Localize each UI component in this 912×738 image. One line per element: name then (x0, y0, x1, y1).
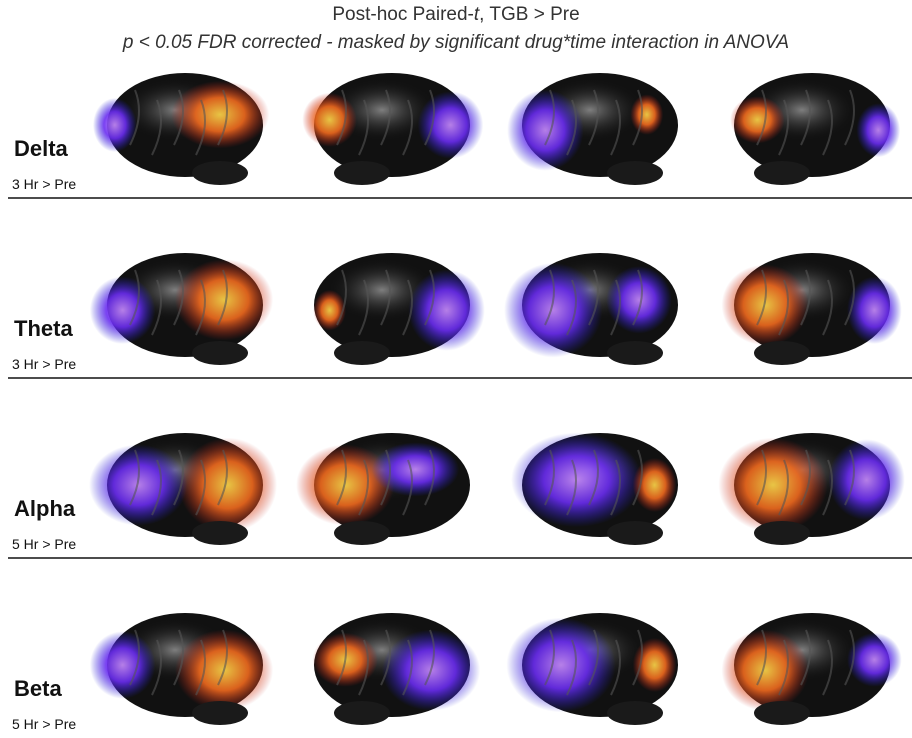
cerebellum (192, 701, 248, 725)
activation-blob (718, 438, 827, 533)
activation-blob (372, 442, 459, 496)
band-label: Delta (14, 136, 68, 162)
cerebellum (754, 341, 810, 365)
brain-panels (0, 0, 912, 738)
cerebellum (754, 701, 810, 725)
activation-blob (847, 633, 902, 687)
cerebellum (607, 701, 663, 725)
cerebellum (334, 521, 390, 545)
contrast-label: 5 Hr > Pre (12, 536, 76, 552)
contrast-label: 3 Hr > Pre (12, 176, 76, 192)
activation-blob (179, 438, 277, 533)
cerebellum (607, 341, 663, 365)
figure: Post-hoc Paired-t, TGB > Pre p < 0.05 FD… (0, 0, 912, 738)
activation-blob (418, 91, 484, 159)
band-label: Beta (14, 676, 62, 702)
activation-blob (408, 270, 484, 351)
cerebellum (334, 341, 390, 365)
activation-blob (313, 290, 346, 331)
contrast-label: 5 Hr > Pre (12, 716, 76, 732)
title-part: Post-hoc Paired- (332, 4, 474, 25)
activation-blob (90, 276, 156, 344)
title: Post-hoc Paired-t, TGB > Pre (0, 4, 912, 26)
activation-blob (630, 94, 663, 135)
activation-blob (90, 631, 156, 699)
cerebellum (192, 161, 248, 185)
activation-blob (847, 276, 902, 344)
title-part: , TGB > Pre (479, 4, 580, 25)
subtitle: p < 0.05 FDR corrected - masked by signi… (0, 32, 912, 54)
activation-blob (633, 458, 677, 512)
cerebellum (334, 161, 390, 185)
cerebellum (754, 161, 810, 185)
activation-blob (302, 93, 357, 147)
cerebellum (607, 161, 663, 185)
cerebellum (607, 521, 663, 545)
band-label: Theta (14, 316, 73, 342)
activation-blob (506, 618, 615, 713)
activation-blob (633, 638, 677, 692)
contrast-label: 3 Hr > Pre (12, 356, 76, 372)
activation-blob (828, 439, 904, 520)
activation-blob (856, 103, 900, 157)
cerebellum (192, 521, 248, 545)
band-label: Alpha (14, 496, 75, 522)
cerebellum (192, 341, 248, 365)
cerebellum (754, 521, 810, 545)
activation-blob (730, 96, 785, 143)
cerebellum (334, 701, 390, 725)
